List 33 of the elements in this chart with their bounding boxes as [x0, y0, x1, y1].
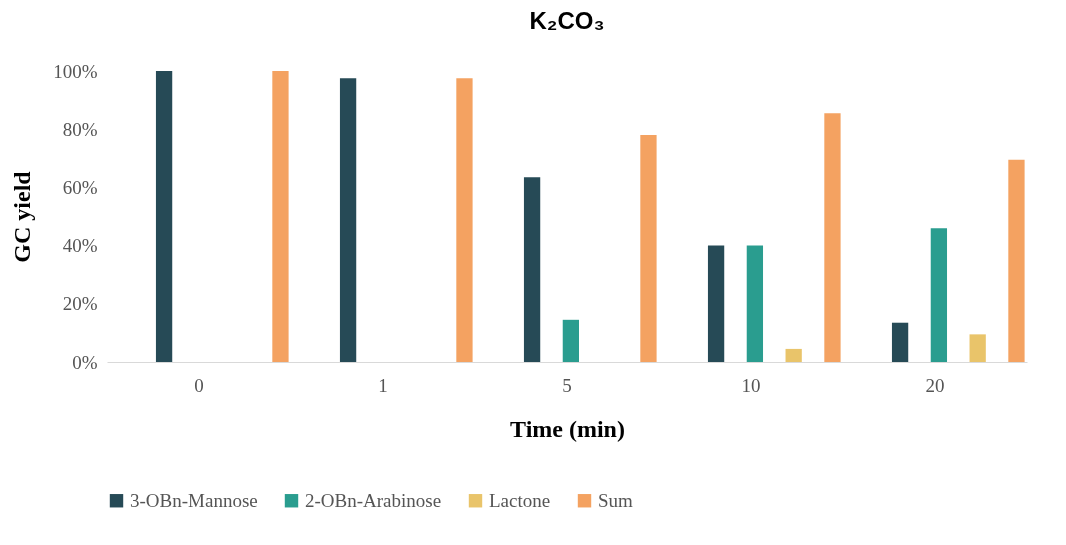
x-tick-label: 5: [562, 374, 572, 396]
y-tick-label: 100%: [53, 60, 98, 82]
bar: [640, 135, 657, 362]
legend-label: 2-OBn-Arabinose: [305, 489, 442, 511]
bar: [1008, 159, 1025, 362]
bar: [930, 228, 948, 362]
y-tick-label: 80%: [62, 118, 98, 140]
bar: [562, 319, 580, 362]
chart-title: K₂CO₃: [529, 7, 605, 34]
x-tick-label: 10: [741, 374, 761, 396]
bar: [707, 245, 725, 362]
y-tick-label: 60%: [62, 176, 98, 198]
bar: [891, 322, 909, 362]
legend-label: 3-OBn-Mannose: [130, 489, 258, 511]
y-axis-title: GC yield: [9, 170, 36, 263]
legend-label: Lactone: [489, 489, 551, 511]
bar: [155, 71, 173, 362]
x-tick-label: 20: [925, 374, 945, 396]
y-tick-label: 20%: [62, 293, 98, 315]
y-tick-label: 0%: [72, 351, 98, 373]
bar: [523, 177, 541, 362]
bar: [746, 245, 764, 362]
x-axis-title: Time (min): [510, 415, 625, 442]
bar: [272, 71, 289, 362]
x-tick-label: 0: [194, 374, 204, 396]
bar: [339, 78, 357, 362]
y-tick-label: 40%: [62, 235, 98, 257]
x-tick-label: 1: [378, 374, 388, 396]
bar: [785, 348, 802, 362]
bar: [969, 334, 986, 362]
legend-label: Sum: [598, 489, 634, 511]
bar: [824, 113, 841, 362]
bar: [456, 78, 473, 362]
